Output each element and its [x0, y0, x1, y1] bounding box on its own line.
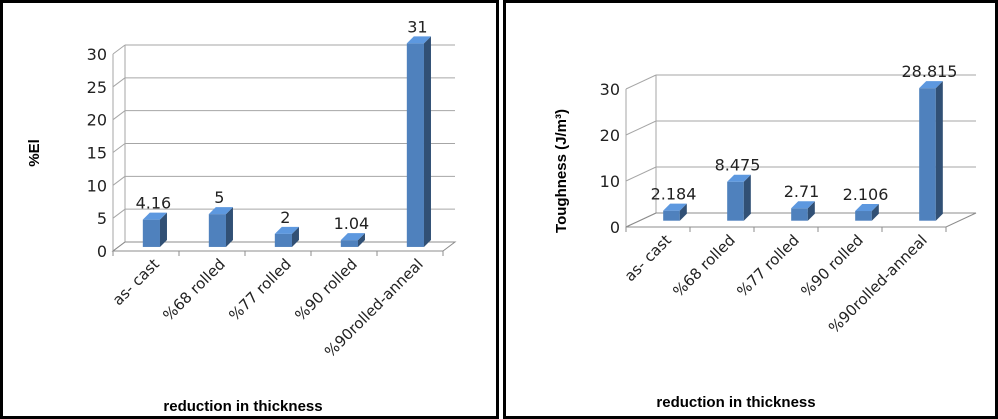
- bar-front: [727, 181, 744, 221]
- data-label: 5: [214, 188, 224, 207]
- gridline-diagonal: [112, 208, 126, 219]
- x-tick-label: %90 rolled: [291, 255, 360, 324]
- bar-side: [291, 226, 299, 247]
- bar-side: [357, 233, 365, 247]
- chart-panel-toughness: 0 10 20 30 2.184 as- cast 8.475 %68 rolled 2.71%…: [503, 0, 998, 419]
- floor: [111, 241, 457, 252]
- bar-side: [935, 81, 943, 221]
- data-label: 1.04: [334, 214, 370, 233]
- bar-top: [142, 212, 167, 220]
- x-tick-label: as- cast: [621, 231, 675, 285]
- floor: [625, 212, 977, 228]
- bar-side: [871, 204, 879, 221]
- data-label: 2.71: [784, 182, 820, 201]
- data-label: 28.815: [902, 62, 958, 81]
- gridline-diagonal: [112, 110, 126, 121]
- gridline-diagonal: [112, 143, 126, 153]
- bar-side: [743, 174, 751, 221]
- bar-top: [727, 174, 751, 182]
- bar-side: [679, 203, 687, 221]
- gridline-diagonal: [625, 74, 657, 90]
- toughness-chart: 0 10 20 30 2.184 as- cast 8.475 %68 rolled 2.71%…: [553, 62, 977, 411]
- x-axis-title: reduction in thickness: [656, 394, 815, 411]
- bar-front: [663, 210, 680, 221]
- y-tick-label: 20: [87, 111, 107, 130]
- bar-front: [406, 43, 424, 247]
- data-label: 8.475: [715, 156, 761, 175]
- chart-panel-elongation: 0 5 10 15 20 25 30 4.16 as- cast 5 %68 rolled 2 %77 …: [0, 0, 499, 419]
- bar-side: [225, 207, 233, 247]
- data-label: 31: [407, 17, 427, 36]
- bar-front: [274, 233, 292, 247]
- bar-top: [663, 203, 687, 211]
- gridline-diagonal: [625, 166, 657, 182]
- x-tick-label: %77 rolled: [225, 255, 294, 324]
- y-tick-label: 0: [97, 242, 107, 261]
- bar-top: [340, 233, 365, 241]
- y-tick-label: 0: [610, 218, 620, 237]
- y-axis-title: %El: [26, 139, 43, 167]
- gridline-diagonal: [112, 44, 126, 55]
- bar-front: [340, 240, 358, 247]
- y-tick-label: 20: [600, 126, 620, 145]
- bar-side: [807, 201, 815, 221]
- data-label: 2.184: [651, 185, 697, 204]
- y-tick-label: 5: [97, 209, 107, 228]
- bar-top: [274, 226, 299, 234]
- bar-front: [208, 214, 226, 247]
- x-tick-label: %77 rolled: [733, 231, 802, 300]
- y-tick-label: 15: [87, 144, 107, 163]
- data-label: 2.106: [843, 185, 889, 204]
- bar-top: [855, 204, 879, 212]
- data-label: 2: [280, 208, 290, 227]
- y-tick-label: 25: [87, 78, 107, 97]
- x-tick-label: as- cast: [109, 255, 163, 309]
- data-label: 4.16: [136, 194, 172, 213]
- x-tick-label: %68 rolled: [159, 255, 228, 324]
- elongation-chart: 0 5 10 15 20 25 30 4.16 as- cast 5 %68 rolled 2 %77 …: [26, 17, 457, 415]
- bar-top: [208, 207, 233, 215]
- gridline-diagonal: [625, 120, 657, 136]
- y-tick-label: 30: [600, 80, 620, 99]
- bar-side: [423, 36, 431, 247]
- y-tick-label: 10: [600, 172, 620, 191]
- bar-front: [855, 211, 872, 221]
- bar-front: [142, 219, 160, 247]
- gridline-diagonal: [112, 175, 126, 186]
- bar-front: [919, 88, 936, 221]
- bar-front: [791, 208, 808, 221]
- x-tick-label: %90 rolled: [797, 231, 866, 300]
- bar-top: [791, 201, 815, 209]
- y-tick-label: 30: [87, 45, 107, 64]
- x-tick-label: %68 rolled: [669, 231, 738, 300]
- gridline-diagonal: [112, 77, 126, 88]
- y-axis-title: Toughness (J/m³): [553, 109, 570, 233]
- y-tick-label: 10: [87, 176, 107, 195]
- bar-top: [406, 36, 431, 44]
- bar-top: [919, 81, 943, 89]
- bar-side: [159, 212, 167, 247]
- x-axis-title: reduction in thickness: [163, 398, 322, 415]
